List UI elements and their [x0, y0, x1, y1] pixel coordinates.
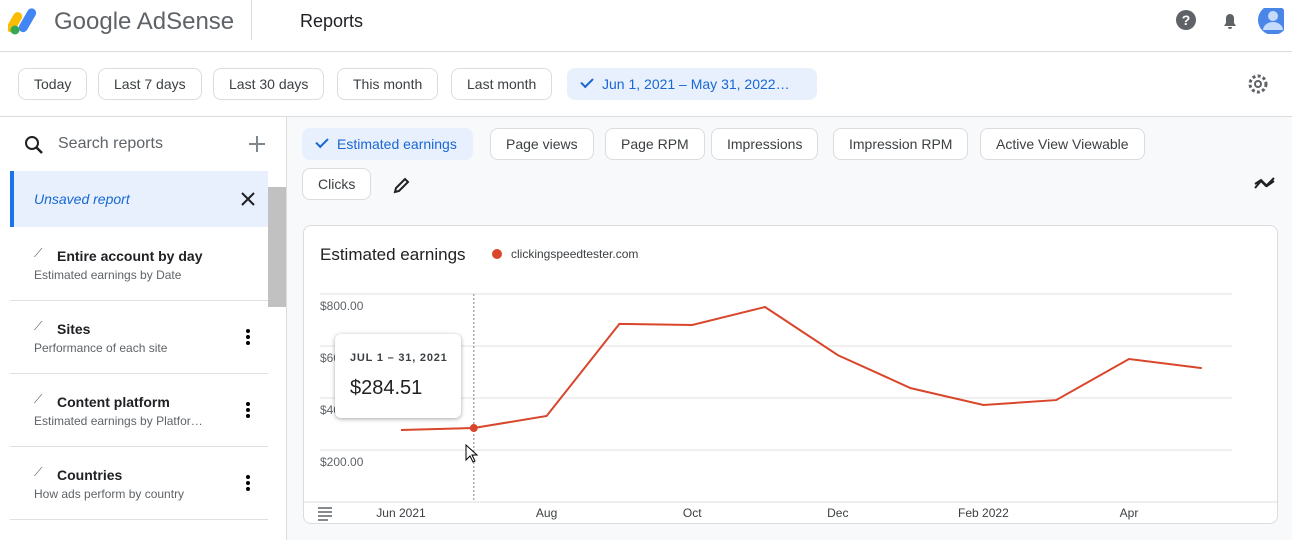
report-icon: ⟋	[34, 392, 43, 406]
y-tick-label: $200.00	[320, 455, 364, 469]
table-icon[interactable]	[318, 507, 332, 521]
x-tick-label: Aug	[536, 506, 557, 520]
report-item[interactable]: ⟋ Content platform Estimated earnings by P…	[10, 374, 268, 447]
tooltip-value: $284.51	[350, 377, 423, 399]
report-icon: ⟋	[34, 465, 43, 479]
date-range-chip[interactable]: Jun 1, 2021 – May 31, 2022…	[567, 68, 817, 100]
page-title: Reports	[300, 11, 364, 31]
more-menu[interactable]	[246, 475, 250, 496]
metric-chip[interactable]: Impressions	[711, 128, 819, 160]
scrollbar	[268, 187, 286, 307]
report-icon: ⟋	[34, 246, 43, 260]
settings-icon[interactable]	[1246, 72, 1270, 96]
report-title: Entire account by day	[57, 248, 203, 264]
x-tick-label: Oct	[683, 506, 702, 520]
tooltip: JUL 1 – 31, 2021 $284.51	[335, 334, 461, 418]
more-menu[interactable]	[246, 329, 250, 350]
chart-title: Estimated earnings	[320, 245, 466, 264]
x-tick-label: Feb 2022	[958, 506, 1009, 520]
x-tick-label: Dec	[827, 506, 848, 520]
notifications-icon[interactable]	[1224, 14, 1236, 29]
header-icons: ?	[1176, 8, 1284, 34]
date-chip[interactable]: Last 30 days	[213, 68, 325, 100]
header: Google AdSense Reports ?	[0, 0, 1292, 52]
more-menu[interactable]	[246, 402, 250, 423]
report-item[interactable]: ⟋ Countries How ads perform by country	[10, 447, 268, 520]
metric-chip[interactable]: Active View Viewable	[980, 128, 1145, 160]
product-name: Google AdSense	[54, 8, 235, 35]
line-series	[400, 305, 1202, 431]
help-icon[interactable]	[1176, 10, 1196, 30]
close-icon[interactable]	[240, 191, 256, 207]
hover-point	[469, 424, 478, 433]
tooltip-date: JUL 1 – 31, 2021	[350, 352, 448, 364]
report-subtitle: How ads perform by country	[34, 487, 185, 501]
date-chip[interactable]: Last month	[451, 68, 553, 100]
report-title: Sites	[57, 321, 91, 337]
metric-chip[interactable]: Page RPM	[605, 128, 705, 160]
date-chip[interactable]: Last 7 days	[98, 68, 202, 100]
metric-chip[interactable]: Impression RPM	[833, 128, 969, 160]
report-title: Content platform	[57, 394, 170, 410]
divider	[251, 0, 252, 40]
x-tick-label: Jun 2021	[376, 506, 426, 520]
search-icon	[25, 136, 43, 154]
chart-toggle-icon[interactable]	[1254, 176, 1276, 192]
sidebar: Search reports Unsaved report ⟋ Entire ac…	[0, 117, 287, 540]
report-item[interactable]: ⟋ Entire account by day Estimated earnings…	[10, 228, 268, 301]
legend-label: clickingspeedtester.com	[511, 247, 638, 261]
x-tick-label: Apr	[1120, 506, 1139, 520]
report-item[interactable]: ⟋ Sites Performance of each site	[10, 301, 268, 374]
report-subtitle: Estimated earnings by Date	[34, 268, 182, 282]
date-chip[interactable]: This month	[337, 68, 439, 100]
y-tick-label: $800.00	[320, 299, 364, 313]
legend-swatch	[492, 249, 502, 259]
report-subtitle: Performance of each site	[34, 341, 168, 355]
logo	[8, 8, 37, 35]
add-report[interactable]	[248, 135, 266, 153]
filter-divider	[0, 116, 1292, 117]
current-report[interactable]: Unsaved report	[10, 171, 268, 227]
metric-chip[interactable]: Page views	[490, 128, 594, 160]
metric-chip-selected[interactable]: Estimated earnings	[302, 128, 473, 160]
svg-text:?: ?	[1182, 12, 1191, 28]
edit-icon[interactable]	[392, 175, 412, 195]
current-report-name: Unsaved report	[34, 191, 130, 207]
metric-chip[interactable]: Clicks	[302, 168, 372, 200]
report-title: Countries	[57, 467, 123, 483]
search-input[interactable]: Search reports	[58, 135, 163, 152]
report-icon: ⟋	[34, 319, 43, 333]
chart-card: Estimated earnings $200.00$400.00$600.00…	[303, 225, 1278, 524]
cursor	[465, 444, 479, 463]
report-subtitle: Estimated earnings by Platfor…	[34, 414, 203, 428]
date-chip[interactable]: Today	[18, 68, 88, 100]
